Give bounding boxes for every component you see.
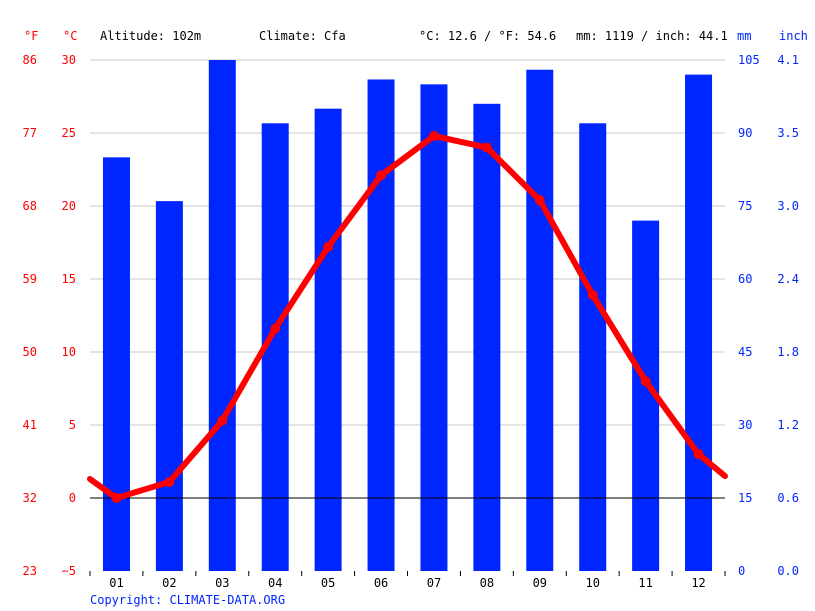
temperature-point-01 (111, 493, 122, 503)
month-label-01: 01 (109, 576, 123, 590)
temperature-point-11 (640, 376, 651, 387)
precipitation-bar-12 (685, 74, 713, 571)
inch-tick-label: 4.1 (777, 53, 799, 67)
inch-tick-label: 2.4 (777, 272, 799, 286)
temperature-point-10 (587, 290, 598, 301)
fahrenheit-tick-label: 41 (23, 418, 37, 432)
month-label-07: 07 (427, 576, 441, 590)
fahrenheit-tick-label: 77 (23, 126, 37, 140)
precipitation-bar-10 (579, 123, 607, 572)
fahrenheit-unit-label: °F (24, 29, 38, 43)
inch-tick-label: 1.8 (777, 345, 799, 359)
mm-tick-label: 45 (738, 345, 752, 359)
inch-tick-label: 1.2 (777, 418, 799, 432)
mm-tick-label: 30 (738, 418, 752, 432)
precipitation-bar-09 (526, 69, 554, 571)
mm-unit-label: mm (737, 29, 751, 43)
inch-tick-label: 3.0 (777, 199, 799, 213)
temperature-point-02 (164, 476, 175, 487)
month-label-03: 03 (215, 576, 229, 590)
celsius-tick-label: 30 (62, 53, 76, 67)
temperature-point-08 (481, 142, 492, 153)
temperature-line (87, 130, 728, 503)
inch-tick-label: 3.5 (777, 126, 799, 140)
temperature-point-04 (270, 323, 281, 334)
month-label-05: 05 (321, 576, 335, 590)
altitude-label: Altitude: 102m (100, 29, 201, 43)
axis-labels: 86 30 105 4.177 25 90 3.568 20 75 3.059 15 60 2.450 1… (23, 53, 799, 590)
temperature-point-05 (323, 241, 334, 252)
fahrenheit-tick-label: 68 (23, 199, 37, 213)
precipitation-bar-02 (155, 201, 183, 571)
fahrenheit-tick-label: 59 (23, 272, 37, 286)
month-label-02: 02 (162, 576, 176, 590)
fahrenheit-tick-label: 50 (23, 345, 37, 359)
celsius-tick-label: 25 (62, 126, 76, 140)
celsius-tick-label: 15 (62, 272, 76, 286)
temperature-point-07 (428, 130, 439, 141)
month-label-04: 04 (268, 576, 282, 590)
temperature-point-09 (534, 195, 545, 206)
precipitation-bars (102, 60, 713, 572)
precipitation-bar-05 (314, 108, 342, 572)
temperature-point-12 (693, 449, 704, 460)
fahrenheit-tick-label: 23 (23, 564, 37, 578)
mm-tick-label: 105 (738, 53, 760, 67)
mm-tick-label: 15 (738, 491, 752, 505)
inch-unit-label: inch (779, 29, 808, 43)
annual-precipitation-label: mm: 1119 / inch: 44.1 (576, 29, 728, 43)
fahrenheit-tick-label: 86 (23, 53, 37, 67)
month-label-09: 09 (533, 576, 547, 590)
celsius-tick-label: 10 (62, 345, 76, 359)
copyright-label: Copyright: CLIMATE-DATA.ORG (90, 593, 285, 607)
climate-label: Climate: Cfa (259, 29, 346, 43)
temperature-curve (87, 132, 728, 501)
precipitation-bar-01 (102, 157, 130, 572)
mm-tick-label: 60 (738, 272, 752, 286)
inch-tick-label: 0.0 (777, 564, 799, 578)
precipitation-bar-07 (420, 84, 448, 571)
mm-tick-label: 90 (738, 126, 752, 140)
celsius-tick-label: 20 (62, 199, 76, 213)
celsius-tick-label: −5 (62, 564, 76, 578)
month-label-11: 11 (638, 576, 652, 590)
celsius-tick-label: 0 (69, 491, 76, 505)
temperature-point-06 (376, 170, 387, 181)
average-temperature-label: °C: 12.6 / °F: 54.6 (419, 29, 556, 43)
temperature-point-03 (217, 415, 228, 426)
inch-tick-label: 0.6 (777, 491, 799, 505)
gridlines (90, 59, 725, 426)
month-label-12: 12 (691, 576, 705, 590)
celsius-tick-label: 5 (69, 418, 76, 432)
precipitation-bar-08 (473, 103, 501, 572)
month-label-10: 10 (585, 576, 599, 590)
celsius-unit-label: °C (63, 29, 77, 43)
precipitation-bar-03 (208, 60, 236, 571)
month-label-08: 08 (480, 576, 494, 590)
mm-tick-label: 75 (738, 199, 752, 213)
month-label-06: 06 (374, 576, 388, 590)
precipitation-bar-06 (367, 79, 395, 571)
fahrenheit-tick-label: 32 (23, 491, 37, 505)
mm-tick-label: 0 (738, 564, 745, 578)
